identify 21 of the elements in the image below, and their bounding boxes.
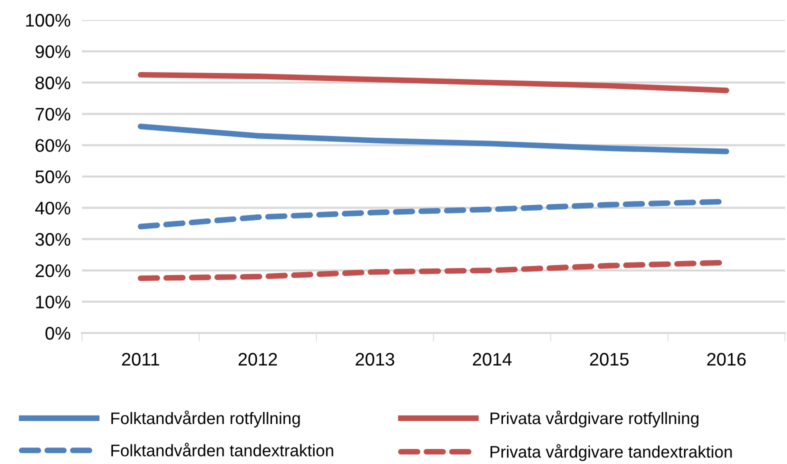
x-tick-label: 2014 — [472, 352, 512, 366]
legend-label: Privata vårdgivare tandextraktion — [490, 444, 732, 462]
legend-label: Folktandvården tandextraktion — [111, 442, 334, 456]
y-tick-label: 10% — [36, 296, 70, 308]
y-tick-label: 0% — [46, 326, 70, 340]
x-tick-label: 2012 — [238, 352, 277, 366]
y-tick-label: 90% — [36, 45, 70, 58]
x-tick-label: 2011 — [122, 352, 160, 366]
x-tick-label: 2016 — [707, 352, 746, 366]
x-tick-label: 2015 — [590, 352, 629, 366]
y-tick-label: 100% — [26, 14, 70, 27]
y-tick-label: 40% — [35, 202, 70, 215]
x-tick-label: 2013 — [356, 352, 394, 366]
y-tick-label: 60% — [36, 139, 70, 152]
y-tick-label: 70% — [36, 108, 70, 121]
y-tick-label: 50% — [35, 170, 70, 184]
legend-label: Folktandvården rotfyllning — [111, 410, 300, 428]
y-tick-label: 20% — [36, 264, 70, 278]
legend-label: Privata vårdgivare rotfyllning — [490, 410, 698, 428]
y-tick-label: 80% — [36, 76, 70, 90]
y-tick-label: 30% — [35, 233, 70, 246]
